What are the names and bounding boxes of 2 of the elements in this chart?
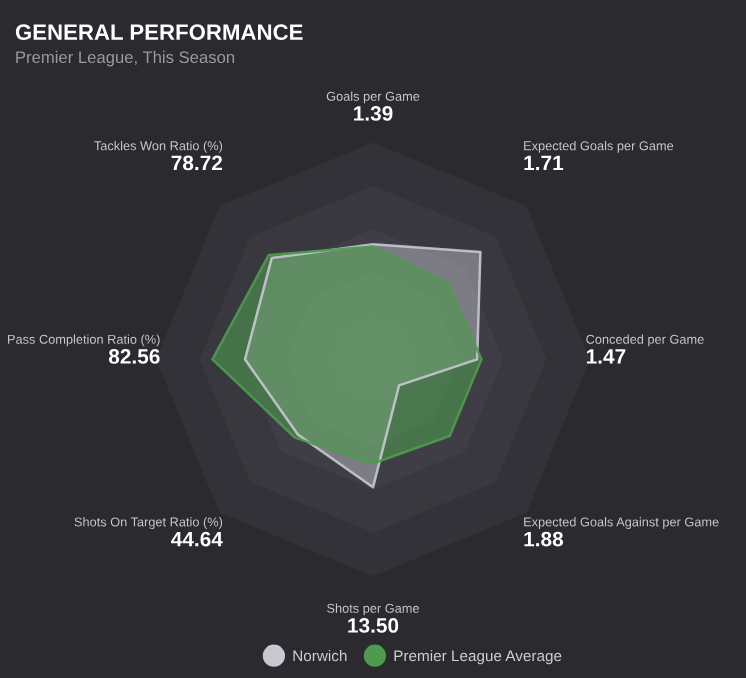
chart-subtitle: Premier League, This Season: [16, 50, 235, 67]
chart-title: GENERAL PERFORMANCE: [15, 24, 303, 41]
